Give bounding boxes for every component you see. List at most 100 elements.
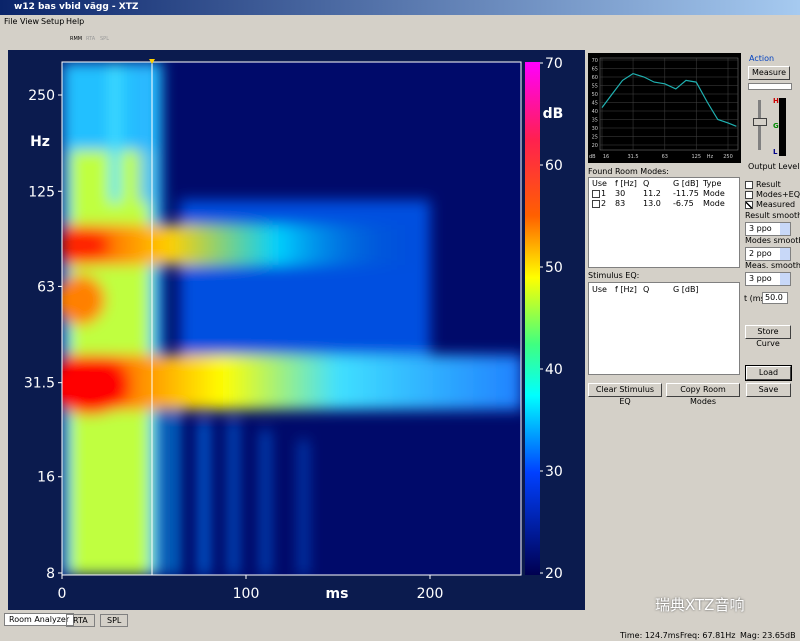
y-tick-label: 63 — [37, 279, 55, 295]
store-curve-button[interactable]: Store Curve — [745, 325, 791, 348]
x-tick-label: 125 — [691, 154, 701, 160]
checkbox-label: Measured — [756, 200, 796, 209]
y-tick-label: 45 — [592, 101, 598, 107]
menu-help[interactable]: Help — [66, 17, 85, 26]
y-tick-label: 30 — [592, 126, 598, 132]
column-header: Q — [643, 179, 650, 188]
table-cell: -11.75 — [673, 189, 699, 198]
y-tick-label: 250 — [28, 88, 55, 104]
slider-thumb[interactable] — [753, 118, 767, 126]
x-unit: Hz — [707, 154, 714, 160]
tool-rta[interactable]: RTA — [86, 36, 96, 42]
stimulus-eq-table — [588, 282, 740, 375]
x-tick-label: 250 — [723, 154, 733, 160]
menu-setup[interactable]: Setup — [41, 17, 65, 26]
status-freq: Freq: 67.81Hz — [680, 631, 736, 640]
checkbox[interactable] — [745, 191, 753, 199]
tab-rta[interactable]: RTA — [66, 614, 95, 627]
level-meter — [779, 98, 786, 156]
column-header: f [Hz] — [615, 179, 637, 188]
meter-l: L — [773, 148, 778, 156]
table-cell: 13.0 — [643, 199, 661, 208]
column-header: G [dB] — [673, 285, 699, 294]
window-title: w12 bas vbid vägg - XTZ — [14, 2, 139, 12]
tab-room-analyzer[interactable]: Room Analyzer — [4, 613, 75, 626]
y-tick-label: 65 — [592, 67, 598, 73]
y-tick-label: 50 — [592, 92, 598, 98]
meter-h: H — [773, 97, 779, 105]
smooth-label: Result smooth: — [745, 211, 800, 220]
y-tick-label: 25 — [592, 135, 598, 141]
x-tick-label: 31.5 — [627, 154, 638, 160]
y-tick-label: 55 — [592, 84, 598, 90]
x-tick-label: 16 — [603, 154, 609, 160]
clear-eq-button[interactable]: Clear Stimulus EQ — [588, 383, 662, 406]
x-axis-label: ms — [326, 586, 349, 602]
checkbox-label: Result — [756, 180, 781, 189]
smooth-select[interactable]: 3 ppo — [745, 272, 791, 286]
y-tick-label: 35 — [592, 118, 598, 124]
action-title: Action — [749, 54, 775, 63]
y-tick-label: 60 — [592, 75, 598, 81]
checkbox-label: Modes+EQ — [756, 190, 800, 199]
tab-spl[interactable]: SPL — [100, 614, 129, 627]
x-tick-label: 200 — [417, 586, 444, 602]
y-tick-label: 20 — [592, 143, 598, 149]
table-cell: Mode — [703, 199, 725, 208]
checkbox[interactable] — [745, 201, 753, 209]
colorbar-tick-label: 40 — [545, 362, 563, 378]
t-input[interactable]: 50.0 — [762, 292, 788, 304]
column-header: Use — [592, 179, 607, 188]
x-tick-label: 0 — [58, 586, 67, 602]
column-header: Q — [643, 285, 650, 294]
save-button[interactable]: Save — [746, 383, 791, 397]
table-cell: Mode — [703, 189, 725, 198]
use-checkbox[interactable] — [592, 200, 600, 208]
tool-rmm[interactable]: RMM — [70, 36, 83, 42]
response-curve — [601, 72, 737, 127]
y-tick-label: 125 — [28, 184, 55, 200]
y-tick-label: 8 — [46, 566, 55, 582]
x-tick-label: 100 — [233, 586, 260, 602]
colorbar-tick-label: 70 — [545, 56, 563, 72]
colorbar-tick-label: 50 — [545, 260, 563, 276]
colorbar — [525, 62, 540, 575]
menu-file[interactable]: File — [4, 17, 18, 26]
colorbar-tick-label: 20 — [545, 566, 563, 582]
table-cell: 83 — [615, 199, 626, 208]
smooth-label: Modes smooth: — [745, 236, 800, 245]
table-cell: 2 — [601, 199, 607, 208]
progress — [748, 83, 792, 90]
y-tick-label: 70 — [592, 58, 598, 64]
spectrogram-panel: Hz ms dB 250 125 63 31.5 16 80 100 200 70 60 50 40 3… — [8, 50, 585, 610]
load-button[interactable]: Load — [745, 365, 792, 381]
column-header: f [Hz] — [615, 285, 637, 294]
meter-g: G — [773, 122, 779, 130]
y-unit: dB — [589, 154, 596, 160]
smooth-select[interactable]: 3 ppo — [745, 222, 791, 236]
copy-modes-button[interactable]: Copy Room Modes — [666, 383, 740, 406]
response-plot: dB Hz 70 65 60 55 50 45 40 35 30 25 20 16 31.5 63 125 2… — [588, 53, 741, 163]
smooth-label: Meas. smooth: — [745, 261, 800, 270]
column-header: G [dB] — [673, 179, 699, 188]
measure-button[interactable]: Measure — [748, 66, 790, 80]
status-time: Time: 124.7ms — [620, 631, 680, 640]
colorbar-label: dB — [543, 106, 564, 122]
use-checkbox[interactable] — [592, 190, 600, 198]
colorbar-tick-label: 60 — [545, 158, 563, 174]
y-axis-label: Hz — [30, 134, 50, 150]
checkbox[interactable] — [745, 181, 753, 189]
smooth-select[interactable]: 2 ppo — [745, 247, 791, 261]
t-label: t (ms) — [744, 294, 768, 303]
column-header: Use — [592, 285, 607, 294]
x-tick-label: 63 — [662, 154, 668, 160]
room-modes-title: Found Room Modes: — [588, 167, 669, 176]
y-tick-label: 31.5 — [24, 376, 55, 392]
menu-view[interactable]: View — [20, 17, 39, 26]
room-modes-table — [588, 177, 740, 268]
tool-spl[interactable]: SPL — [100, 36, 109, 42]
watermark: 瑞典XTZ音响 — [655, 596, 745, 614]
table-cell: 1 — [601, 189, 607, 198]
status-mag: Mag: 23.65dB — [740, 631, 796, 640]
